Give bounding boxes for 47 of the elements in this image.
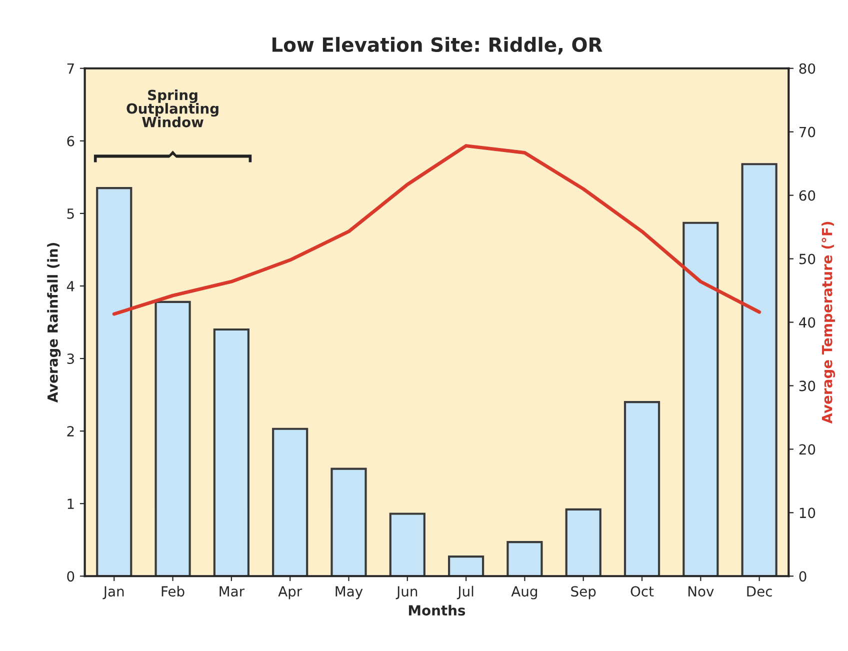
bar <box>682 222 719 576</box>
bar <box>741 163 778 576</box>
x-tick-label: Mar <box>220 586 245 597</box>
bar <box>506 540 543 576</box>
line-series <box>112 144 762 316</box>
annotation: Spring Outplanting Window <box>126 89 218 128</box>
y-tick-label: 3 <box>67 353 74 364</box>
bar <box>96 187 132 576</box>
bar <box>565 508 602 576</box>
x-tick-label: Apr <box>278 586 302 600</box>
y2-tick-label: 70 <box>800 126 816 138</box>
bar <box>389 512 426 576</box>
bar <box>448 556 484 576</box>
y-axis-title: Average Rainfall (in) <box>47 242 61 403</box>
y-tick-label: 7 <box>67 64 74 74</box>
y2-tick-label: 10 <box>800 508 816 518</box>
bar <box>330 468 367 576</box>
y2-tick-label: 60 <box>799 190 816 201</box>
y-tick-label: 4 <box>66 281 74 292</box>
y2-tick-label: 30 <box>799 380 816 392</box>
y2-tick-label: 20 <box>799 444 816 455</box>
y2-tick-label: 40 <box>799 317 816 328</box>
x-tick-label: Jan <box>102 586 124 600</box>
x-tick-label: May <box>336 586 363 600</box>
bar <box>154 300 191 576</box>
y2-axis-title: Average Temperature (°F) <box>822 222 836 424</box>
y-tick-label: 2 <box>67 426 74 436</box>
x-tick-label: Feb <box>162 586 184 597</box>
x-tick-label: Nov <box>688 586 714 597</box>
x-tick-label: Jul <box>456 586 474 600</box>
bar <box>213 328 250 576</box>
y-tick-label: 5 <box>67 208 74 219</box>
bar <box>272 428 308 576</box>
x-tick-label: Oct <box>630 586 654 597</box>
chart-title: Low Elevation Site: Riddle, OR <box>272 36 602 54</box>
x-tick-label: Sep <box>571 586 596 600</box>
y2-tick-label: 50 <box>799 254 816 264</box>
y2-tick-label: 0 <box>799 571 806 582</box>
x-tick-label: Jun <box>396 586 418 600</box>
x-tick-label: Dec <box>747 586 772 597</box>
y-tick-label: 1 <box>68 498 74 509</box>
y2-tick-label: 80 <box>799 63 816 74</box>
bar <box>624 400 660 576</box>
x-tick-label: Aug <box>511 586 537 600</box>
x-axis-title: Months <box>408 604 466 616</box>
y-tick-label: 0 <box>67 571 74 582</box>
y-tick-label: 6 <box>67 136 74 146</box>
